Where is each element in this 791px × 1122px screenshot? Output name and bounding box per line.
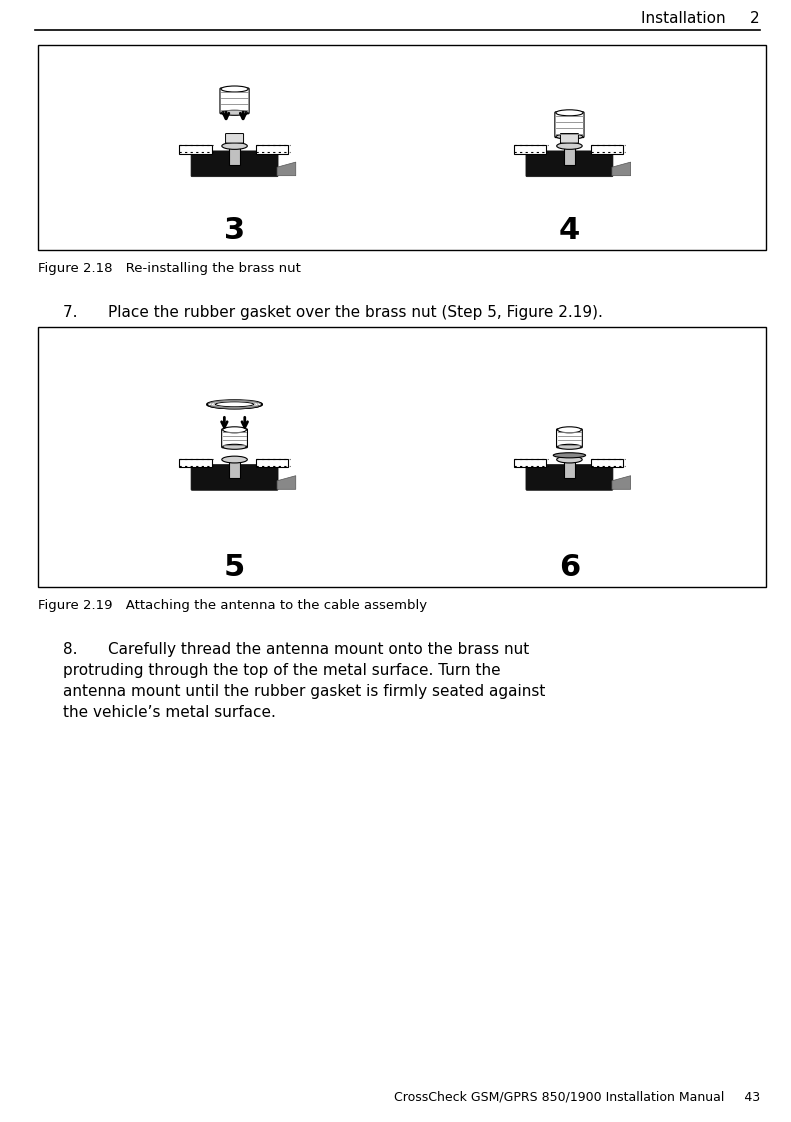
FancyBboxPatch shape — [591, 145, 623, 154]
Ellipse shape — [215, 402, 254, 407]
Polygon shape — [612, 476, 630, 489]
FancyBboxPatch shape — [554, 112, 584, 138]
Bar — [229, 146, 240, 165]
FancyBboxPatch shape — [255, 459, 288, 467]
Ellipse shape — [221, 110, 248, 116]
Ellipse shape — [553, 453, 585, 458]
FancyBboxPatch shape — [220, 88, 249, 113]
FancyBboxPatch shape — [180, 459, 212, 467]
Text: Figure 2.18 Re-installing the brass nut: Figure 2.18 Re-installing the brass nut — [38, 263, 301, 275]
FancyBboxPatch shape — [180, 145, 212, 154]
FancyBboxPatch shape — [191, 465, 278, 490]
Ellipse shape — [558, 444, 581, 449]
Ellipse shape — [222, 444, 247, 449]
FancyBboxPatch shape — [557, 429, 582, 448]
Text: 5: 5 — [224, 553, 245, 582]
FancyBboxPatch shape — [514, 145, 547, 154]
Text: 3: 3 — [224, 217, 245, 245]
FancyBboxPatch shape — [561, 134, 578, 142]
Polygon shape — [277, 476, 296, 489]
Ellipse shape — [221, 86, 248, 92]
Text: 6: 6 — [558, 553, 580, 582]
Bar — [229, 460, 240, 478]
FancyBboxPatch shape — [591, 459, 623, 467]
Polygon shape — [612, 162, 630, 176]
FancyBboxPatch shape — [526, 465, 613, 490]
Bar — [564, 460, 574, 478]
Ellipse shape — [222, 426, 247, 433]
FancyBboxPatch shape — [221, 429, 248, 448]
Ellipse shape — [557, 457, 582, 463]
Ellipse shape — [556, 135, 583, 139]
Text: 4: 4 — [558, 217, 580, 245]
Ellipse shape — [221, 457, 248, 463]
Text: CrossCheck GSM/GPRS 850/1900 Installation Manual     43: CrossCheck GSM/GPRS 850/1900 Installatio… — [394, 1091, 760, 1104]
FancyBboxPatch shape — [514, 459, 547, 467]
FancyBboxPatch shape — [255, 145, 288, 154]
Text: 7.  Place the rubber gasket over the brass nut (Step 5, Figure 2.19).: 7. Place the rubber gasket over the bras… — [63, 305, 603, 320]
Text: Figure 2.19 Attaching the antenna to the cable assembly: Figure 2.19 Attaching the antenna to the… — [38, 599, 427, 611]
Ellipse shape — [207, 401, 262, 408]
Text: Installation     2: Installation 2 — [642, 11, 760, 26]
FancyBboxPatch shape — [38, 327, 766, 587]
Text: 8.  Carefully thread the antenna mount onto the brass nut
protruding through the: 8. Carefully thread the antenna mount on… — [63, 642, 545, 720]
Ellipse shape — [221, 142, 248, 149]
FancyBboxPatch shape — [225, 134, 244, 142]
Ellipse shape — [558, 426, 581, 433]
Polygon shape — [277, 162, 296, 176]
Ellipse shape — [556, 110, 583, 116]
Ellipse shape — [557, 142, 582, 149]
FancyBboxPatch shape — [526, 150, 613, 176]
Bar — [564, 146, 574, 165]
FancyBboxPatch shape — [191, 150, 278, 176]
FancyBboxPatch shape — [38, 45, 766, 250]
